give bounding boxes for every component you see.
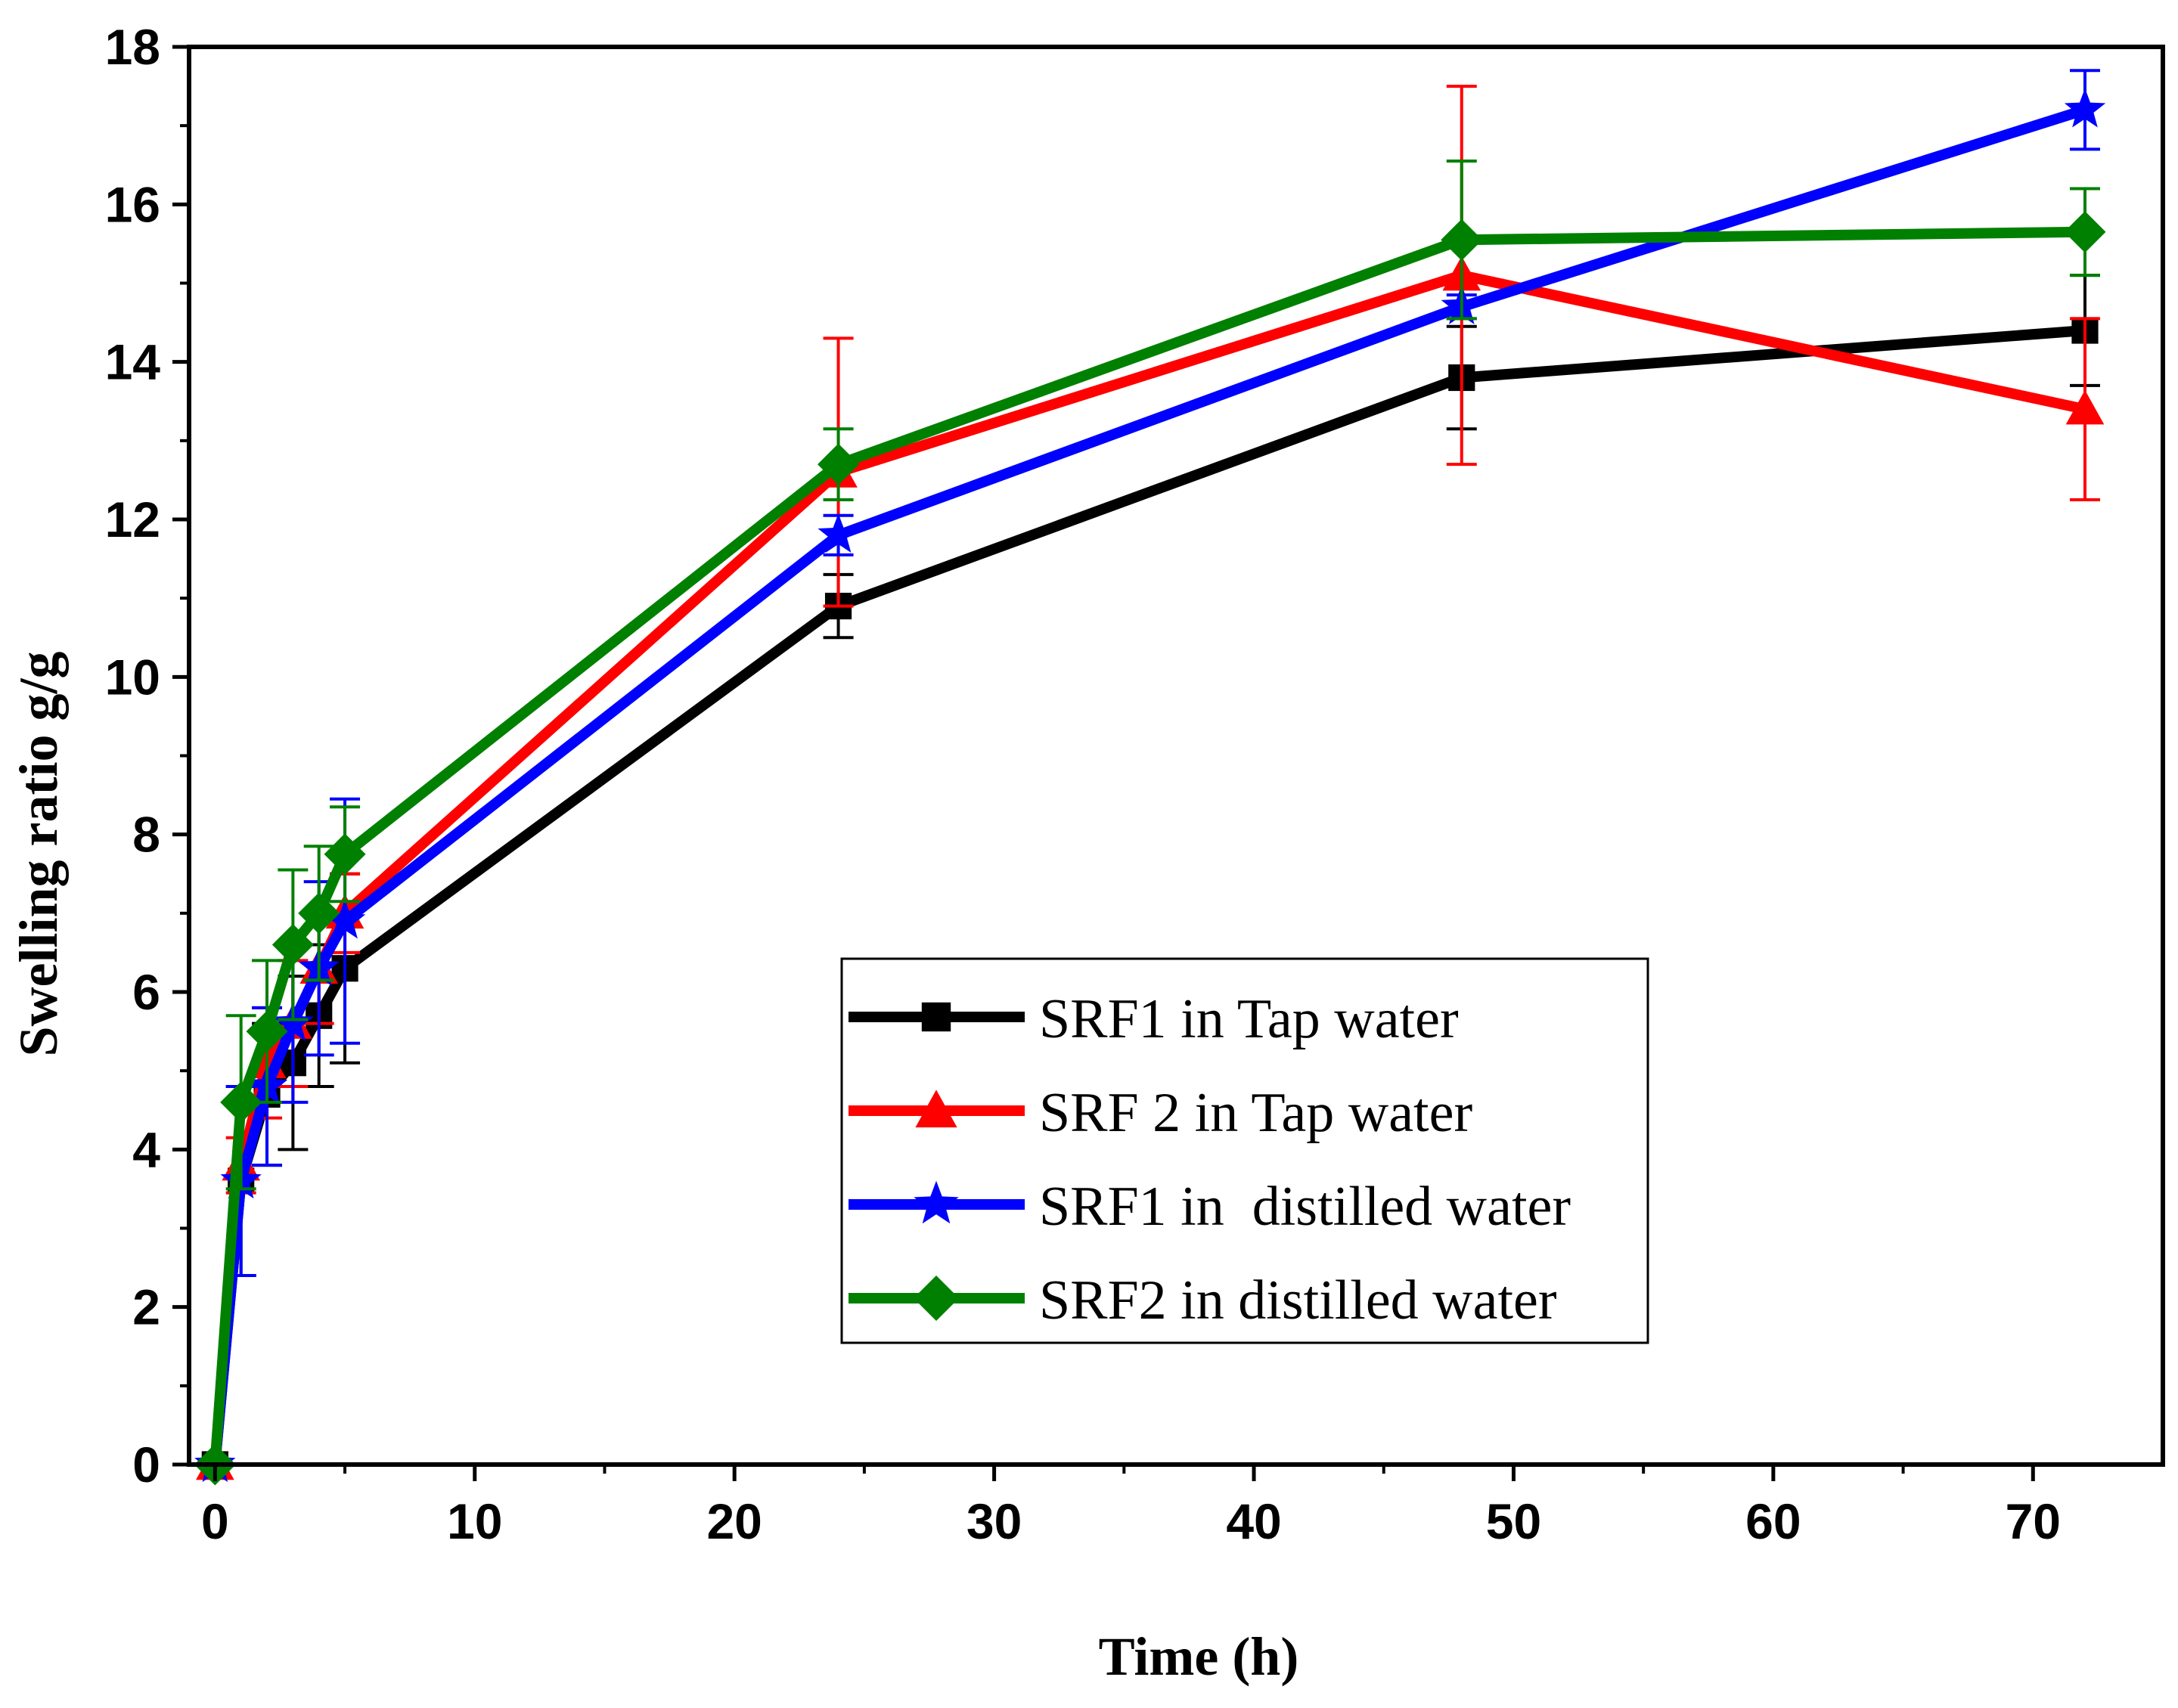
data-point-diamond	[2064, 211, 2106, 253]
y-tick-label: 14	[105, 334, 161, 390]
data-point-star	[914, 1180, 959, 1224]
data-point-triangle	[2065, 389, 2105, 425]
y-tick-label: 8	[132, 807, 160, 863]
data-point-diamond	[818, 443, 860, 485]
legend-label: SRF1 in distilled water	[1039, 1176, 1571, 1238]
data-point-diamond	[298, 892, 340, 935]
legend-label: SRF1 in Tap water	[1039, 988, 1459, 1050]
data-point-triangle	[915, 1090, 957, 1128]
data-point-diamond	[914, 1276, 959, 1321]
y-axis-title: Swelling ratio g/g	[8, 652, 69, 1057]
x-tick-label: 60	[1745, 1493, 1801, 1549]
y-tick-label: 16	[105, 176, 160, 232]
data-point-diamond	[220, 1081, 262, 1124]
legend: SRF1 in Tap water SRF 2 in Tap water SRF1 …	[840, 957, 1649, 1344]
y-tick-label: 2	[132, 1279, 160, 1335]
data-point-diamond	[246, 1010, 288, 1052]
legend-box	[840, 957, 1649, 1344]
y-tick-label: 10	[105, 649, 160, 705]
x-tick-label: 20	[706, 1493, 762, 1549]
data-point-square	[921, 1002, 951, 1032]
legend-label: SRF2 in distilled water	[1039, 1269, 1557, 1331]
x-tick-label: 40	[1226, 1493, 1281, 1549]
y-tick-label: 4	[132, 1121, 160, 1177]
data-point-star	[324, 899, 366, 939]
data-point-star	[272, 1002, 314, 1041]
x-tick-label: 0	[201, 1493, 229, 1549]
data-point-diamond	[1441, 219, 1483, 261]
data-point-star	[2064, 88, 2106, 128]
series-layer	[194, 69, 2106, 1486]
x-tick-label: 10	[447, 1493, 502, 1549]
x-axis-title: Time (h)	[1099, 1626, 1299, 1687]
tick-layer: 0 10 20 30 40 50 60 70 0 2 4 6 8 10 12 14 16 18	[105, 19, 2061, 1549]
legend-label: SRF 2 in Tap water	[1039, 1082, 1472, 1144]
x-tick-label: 70	[2006, 1493, 2061, 1549]
y-tick-label: 6	[132, 964, 160, 1020]
x-tick-label: 50	[1486, 1493, 1541, 1549]
y-tick-label: 18	[105, 19, 160, 75]
data-point-star	[818, 513, 859, 553]
y-tick-label: 0	[132, 1437, 160, 1493]
y-tick-label: 12	[105, 491, 160, 547]
data-point-diamond	[271, 924, 314, 966]
x-tick-label: 30	[966, 1493, 1022, 1549]
data-point-diamond	[324, 833, 366, 876]
